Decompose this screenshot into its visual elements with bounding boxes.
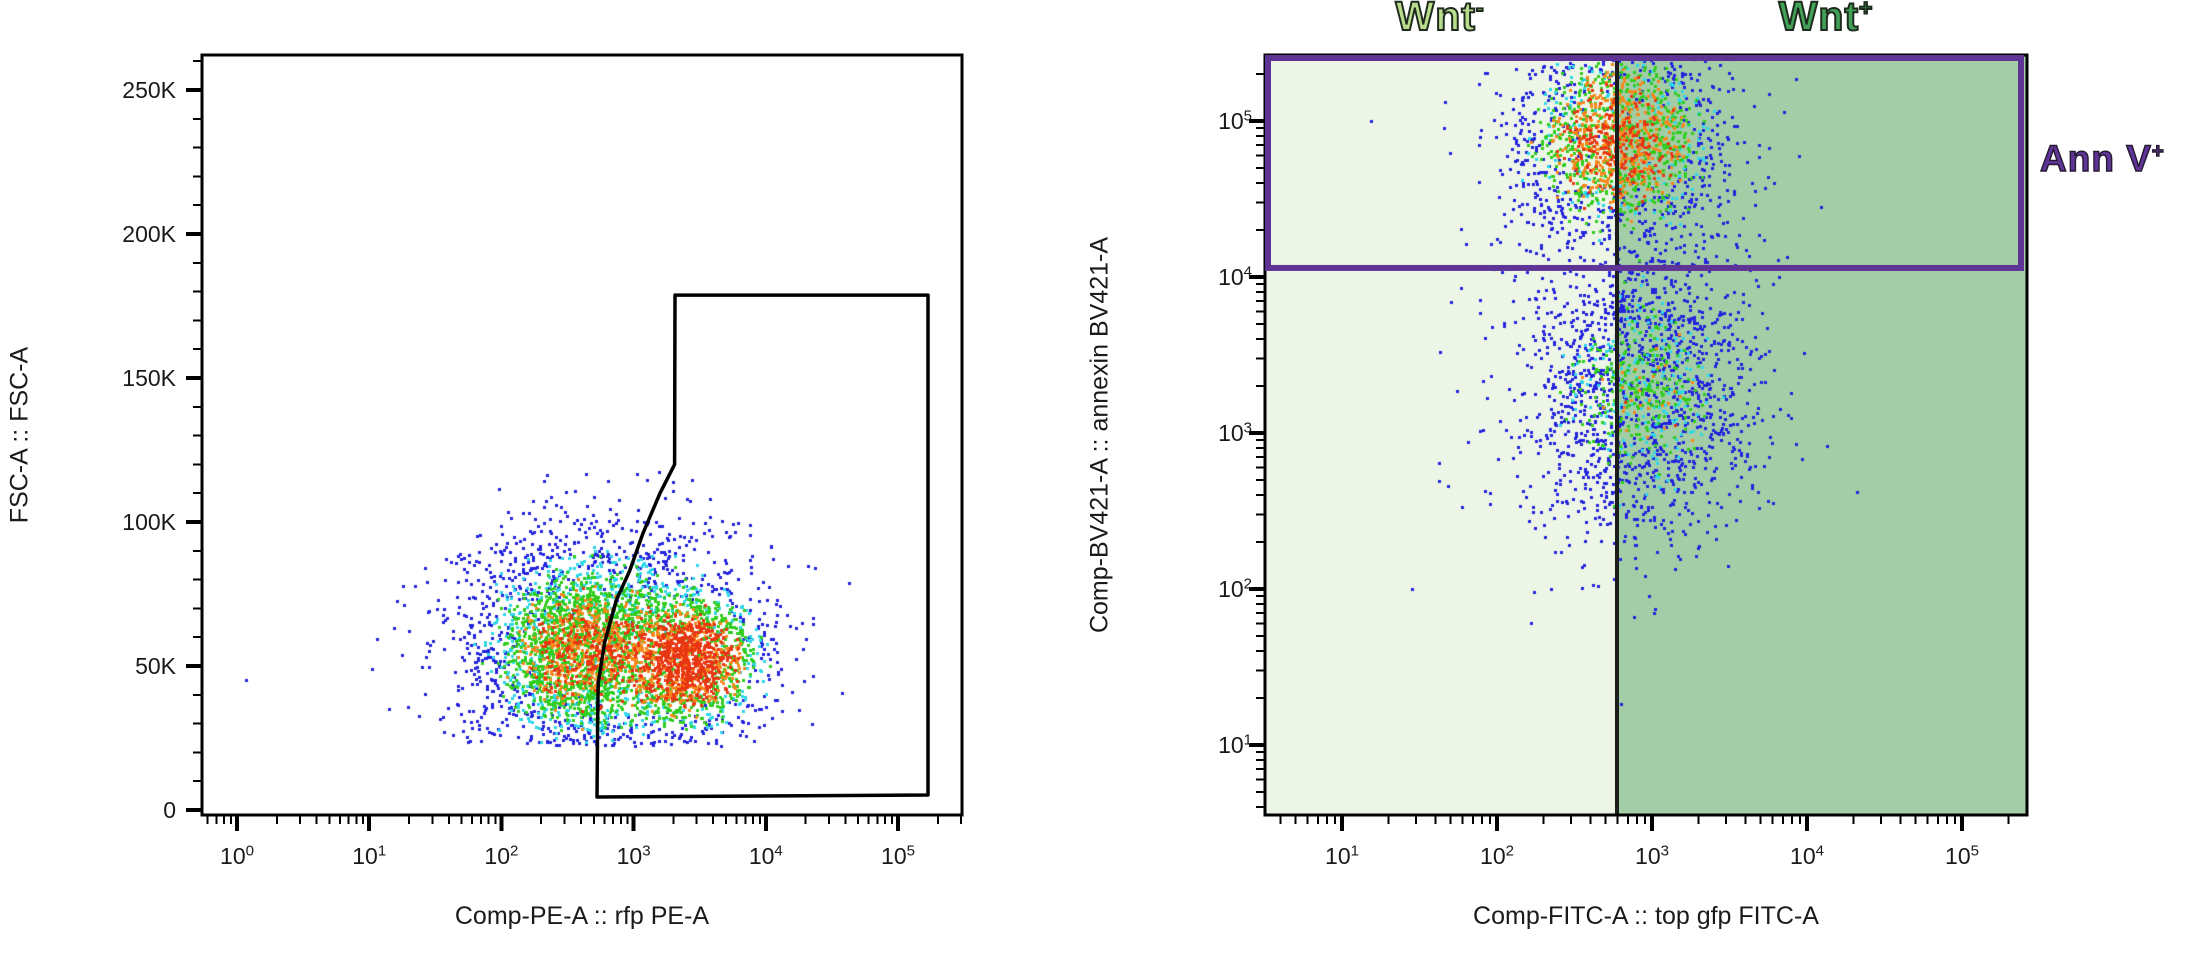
left-y-tick-label: 50K [135,653,176,679]
left-y-axis-title: FSC-A :: FSC-A [5,346,34,524]
annexin-positive-gate-label: Ann V+ [2039,137,2165,180]
right-x-axis-title: Comp-FITC-A :: top gfp FITC-A [1473,902,1819,930]
wnt-negative-label-base: Wnt [1395,0,1476,40]
annexin-gate-label-base: Ann V [2039,137,2152,179]
wnt-positive-label-sup: + [1858,0,1874,21]
left-x-tick-label: 104 [748,842,783,869]
right-y-tick-label: 104 [1218,263,1252,290]
wnt-negative-label: Wnt- [1340,0,1540,40]
right-y-tick-label: 103 [1218,419,1252,446]
wnt-positive-label-base: Wnt [1778,0,1860,40]
left-plot-points-canvas [202,55,962,815]
left-x-tick-label: 103 [616,842,651,869]
annexin-gate-label-sup: + [2151,140,2165,163]
left-x-tick-label: 101 [352,842,387,869]
left-y-tick-label: 150K [122,365,176,391]
left-y-tick-label: 200K [122,221,176,247]
right-x-tick-label: 103 [1635,842,1669,869]
left-y-tick-label: 0 [163,797,176,823]
left-x-tick-label: 100 [220,842,254,869]
right-y-axis-title: Comp-BV421-A :: annexin BV421-A [1085,236,1114,634]
wnt-negative-label-sup: - [1475,0,1485,21]
left-x-axis-title: Comp-PE-A :: rfp PE-A [454,902,710,930]
right-y-tick-label: 101 [1218,731,1252,758]
right-x-tick-label: 105 [1945,842,1979,869]
left-y-tick-label: 250K [122,77,176,103]
right-x-tick-label: 102 [1480,842,1514,869]
right-y-tick-label: 105 [1218,107,1252,134]
right-plot-points-canvas [1265,55,2027,815]
right-x-tick-label: 101 [1325,842,1359,869]
left-x-tick-label: 105 [881,842,915,869]
right-x-tick-label: 104 [1790,842,1824,869]
left-y-tick-label: 100K [122,509,176,535]
right-y-tick-label: 102 [1218,575,1252,602]
wnt-positive-label: Wnt+ [1726,0,1926,40]
left-x-tick-label: 102 [484,842,519,869]
